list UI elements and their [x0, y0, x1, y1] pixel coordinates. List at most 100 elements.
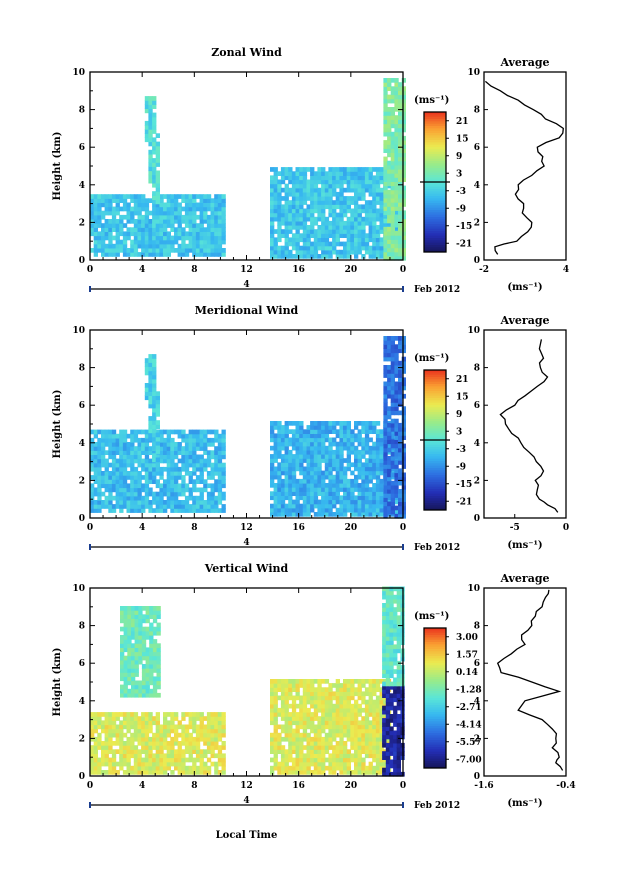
heatmap-cell: [200, 223, 204, 228]
heatmap-cell: [398, 361, 402, 366]
heatmap-cell: [303, 687, 307, 692]
heatmap-cell: [321, 745, 325, 750]
heatmap-cell: [281, 167, 285, 172]
heatmap-cell: [178, 244, 182, 249]
heatmap-cell: [310, 184, 314, 189]
heatmap-cell: [328, 209, 332, 214]
heatmap-cell: [383, 231, 387, 236]
heatmap-cell: [112, 741, 116, 746]
heatmap-cell: [386, 689, 390, 694]
heatmap-cell: [303, 433, 307, 438]
colorbar-segment: [424, 454, 446, 457]
heatmap-cell: [178, 753, 182, 758]
heatmap-cell: [141, 236, 145, 241]
heatmap-cell: [380, 491, 384, 496]
heatmap-cell: [141, 729, 145, 734]
heatmap-cell: [398, 153, 402, 158]
heatmap-cell: [170, 504, 174, 509]
heatmap-cell: [124, 631, 128, 636]
heatmap-cell: [141, 240, 145, 245]
heatmap-cell: [185, 244, 189, 249]
heatmap-cell: [321, 450, 325, 455]
heatmap-cell: [310, 429, 314, 434]
heatmap-cell: [148, 375, 152, 380]
heatmap-cell: [310, 491, 314, 496]
heatmap-cell: [119, 758, 123, 763]
heatmap-cell: [391, 485, 395, 490]
heatmap-cell: [192, 504, 196, 509]
colorbar-segment: [424, 156, 446, 159]
heatmap-cell: [148, 162, 152, 167]
heatmap-cell: [365, 450, 369, 455]
heatmap-cell: [402, 406, 406, 411]
heatmap-cell: [288, 479, 292, 484]
heatmap-cell: [402, 215, 406, 220]
heatmap-cell: [336, 446, 340, 451]
heatmap-cell: [138, 660, 142, 665]
heatmap-cell: [218, 725, 222, 730]
heatmap-cell: [123, 244, 127, 249]
heatmap-cell: [358, 753, 362, 758]
heatmap-cell: [94, 749, 98, 754]
heatmap-cell: [156, 133, 160, 138]
heatmap-cell: [112, 194, 116, 199]
heatmap-cell: [274, 213, 278, 218]
heatmap-cell: [170, 248, 174, 253]
heatmap-cell: [321, 758, 325, 763]
heatmap-cell: [148, 488, 152, 493]
heatmap-cell: [303, 167, 307, 172]
heatmap-cell: [112, 716, 116, 721]
heatmap-cell: [277, 184, 281, 189]
heatmap-cell: [365, 446, 369, 451]
heatmap-cell: [170, 762, 174, 767]
heatmap-cell: [380, 446, 384, 451]
heatmap-cell: [127, 211, 131, 216]
heatmap-cell: [134, 446, 138, 451]
heatmap-cell: [332, 438, 336, 443]
heatmap-cell: [391, 239, 395, 244]
heatmap-cell: [112, 508, 116, 513]
heatmap-cell: [343, 250, 347, 255]
heatmap-cell: [382, 624, 386, 629]
heatmap-cell: [380, 433, 384, 438]
heatmap-cell: [383, 369, 387, 374]
heatmap-cell: [321, 458, 325, 463]
colorbar-segment: [424, 389, 446, 392]
heatmap-cell: [97, 211, 101, 216]
heatmap-cell: [127, 623, 131, 628]
x-tick-label: 4: [139, 265, 145, 275]
heatmap-cell: [317, 487, 321, 492]
heatmap-cell: [277, 450, 281, 455]
heatmap-cell: [328, 487, 332, 492]
heatmap-cell: [350, 171, 354, 176]
y-tick-label: 6: [79, 401, 85, 411]
heatmap-cell: [274, 446, 278, 451]
heatmap-cell: [336, 213, 340, 218]
heatmap-cell: [152, 121, 156, 126]
heatmap-cell: [372, 188, 376, 193]
heatmap-cell: [354, 254, 358, 259]
heatmap-cell: [116, 203, 120, 208]
heatmap-cell: [148, 437, 152, 442]
heatmap-cell: [148, 471, 152, 476]
heatmap-cell: [274, 229, 278, 234]
heatmap-cell: [134, 434, 138, 439]
heatmap-cell: [343, 196, 347, 201]
heatmap-cell: [303, 758, 307, 763]
heatmap-cell: [288, 180, 292, 185]
heatmap-cell: [178, 211, 182, 216]
heatmap-cell: [328, 471, 332, 476]
heatmap-cell: [343, 504, 347, 509]
heatmap-cell: [321, 483, 325, 488]
heatmap-cell: [170, 203, 174, 208]
heatmap-cell: [163, 716, 167, 721]
heatmap-cell: [156, 412, 160, 417]
x-tick-label: 8: [191, 523, 197, 533]
heatmap-cell: [127, 227, 131, 232]
heatmap-cell: [303, 213, 307, 218]
heatmap-cell: [156, 408, 160, 413]
heatmap-cell: [222, 211, 226, 216]
heatmap-cell: [218, 729, 222, 734]
heatmap-cell: [336, 221, 340, 226]
heatmap-cell: [354, 425, 358, 430]
